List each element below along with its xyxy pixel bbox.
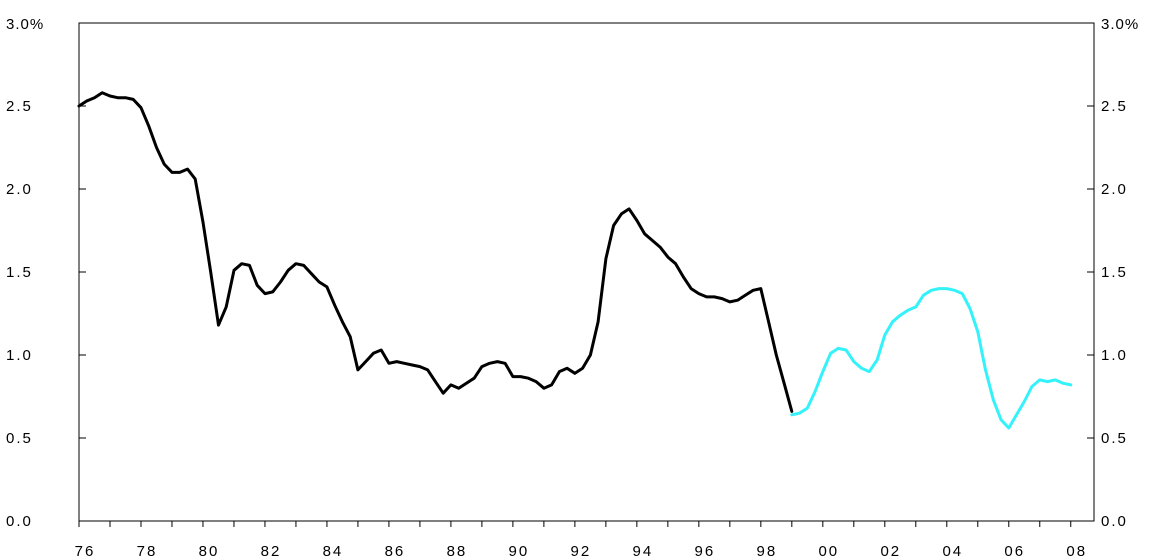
y-tick-label-right: 1.5 (1101, 264, 1128, 281)
x-tick-label: 92 (571, 543, 592, 560)
y-tick-label-right: 0.0 (1101, 513, 1128, 530)
y-tick-label-left: 2.5 (6, 98, 33, 115)
y-tick-label-right: 2.0 (1101, 181, 1128, 198)
y-tick-label-left: 0.5 (6, 430, 33, 447)
y-tick-label-right: 2.5 (1101, 98, 1128, 115)
y-tick-label-left: 1.0 (6, 347, 33, 364)
x-tick-label: 98 (756, 543, 777, 560)
x-tick-label: 76 (75, 543, 96, 560)
x-tick-label: 08 (1066, 543, 1087, 560)
x-tick-label: 06 (1004, 543, 1025, 560)
x-tick-label: 96 (695, 543, 716, 560)
y-tick-label-left: 2.0 (6, 181, 33, 198)
y-tick-label-left: 1.5 (6, 264, 33, 281)
series-lines (77, 91, 1073, 430)
y-axis-unit-right: 3.0% (1101, 16, 1139, 33)
y-tick-label-left: 0.0 (6, 513, 33, 530)
x-tick-label: 80 (199, 543, 220, 560)
tick-labels: 0.0 0.0 0.5 0.5 1.0 1.0 1.5 1.5 2.0 2.0 2.5 2.5 76 78… (6, 98, 1128, 560)
x-tick-label: 84 (323, 543, 344, 560)
x-tick-label: 02 (880, 543, 901, 560)
x-tick-label: 82 (261, 543, 282, 560)
x-tick-label: 00 (818, 543, 839, 560)
x-tick-label: 90 (509, 543, 530, 560)
x-tick-label: 04 (942, 543, 963, 560)
tick-marks (78, 105, 1094, 527)
series-line-1 (77, 91, 794, 413)
x-tick-label: 94 (633, 543, 654, 560)
x-tick-label: 86 (385, 543, 406, 560)
x-tick-label: 78 (137, 543, 158, 560)
x-tick-label: 88 (447, 543, 468, 560)
y-tick-label-right: 0.5 (1101, 430, 1128, 447)
y-axis-unit-left: 3.0% (6, 16, 44, 33)
y-tick-label-right: 1.0 (1101, 347, 1128, 364)
series-line-2 (790, 287, 1073, 430)
plot-frame (78, 22, 1095, 522)
